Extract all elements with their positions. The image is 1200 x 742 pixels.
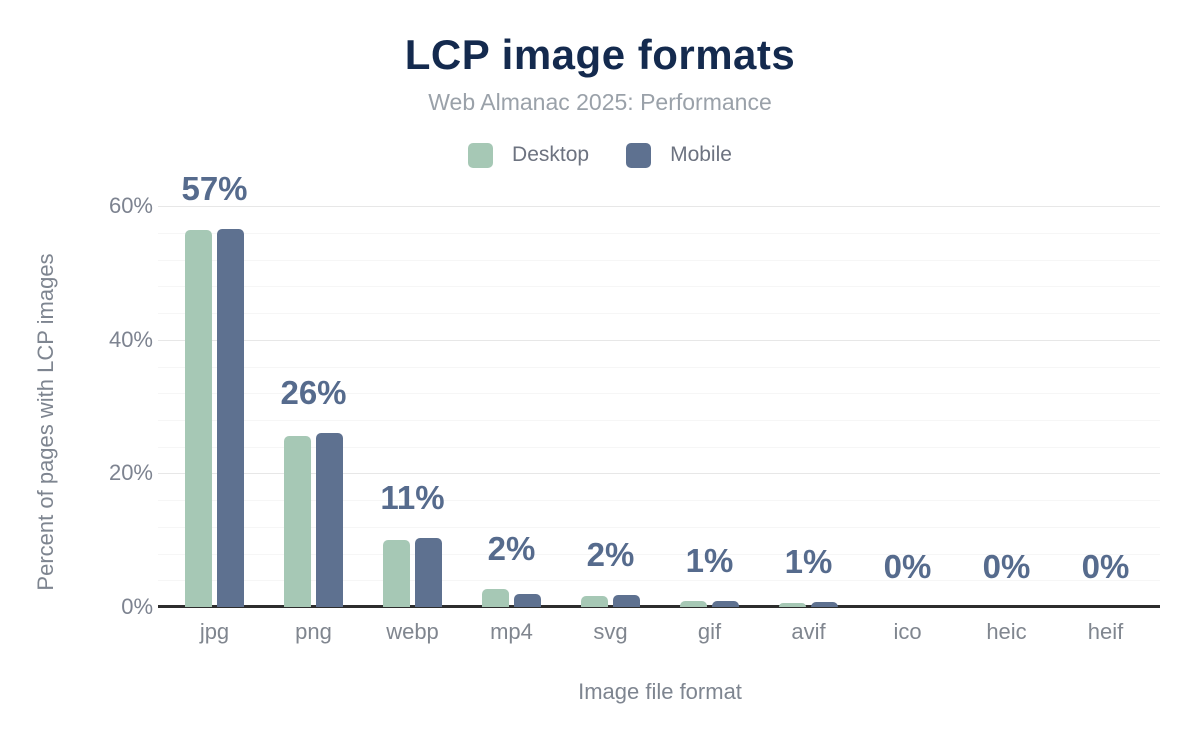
gridline-minor xyxy=(158,419,1160,421)
legend-swatch-desktop xyxy=(468,142,494,168)
gridline-minor xyxy=(158,232,1160,234)
data-label-avif: 1% xyxy=(784,543,833,581)
gridline-minor xyxy=(158,366,1160,368)
bar-mobile-svg[interactable] xyxy=(613,594,640,607)
gridline-minor xyxy=(158,526,1160,528)
chart-title: LCP image formats xyxy=(404,31,796,78)
bar-desktop-jpg[interactable] xyxy=(185,229,212,607)
data-label-gif: 1% xyxy=(685,542,734,579)
bar-desktop-gif[interactable] xyxy=(680,600,707,607)
gridline-minor xyxy=(158,259,1160,261)
legend-label-mobile: Mobile xyxy=(670,143,732,166)
bar-desktop-svg[interactable] xyxy=(581,595,608,607)
gridline-minor xyxy=(158,446,1160,448)
gridline-minor xyxy=(158,580,1160,582)
data-label-ico: 0% xyxy=(883,548,932,585)
x-axis-line xyxy=(158,605,1160,608)
gridline-minor xyxy=(158,500,1160,502)
x-category-label-png: png xyxy=(295,619,332,644)
bar-mobile-gif[interactable] xyxy=(712,600,739,607)
data-label-png: 26% xyxy=(280,374,347,412)
y-tick-label: 40% xyxy=(108,326,153,352)
data-label-heif: 0% xyxy=(1081,548,1130,585)
x-category-label-mp4: mp4 xyxy=(490,619,533,644)
gridline-minor xyxy=(158,393,1160,395)
gridline-minor xyxy=(158,553,1160,555)
x-category-label-gif: gif xyxy=(697,619,722,644)
x-category-label-heic: heic xyxy=(986,619,1027,644)
gridline-minor xyxy=(158,313,1160,315)
x-category-label-avif: avif xyxy=(791,619,826,644)
y-tick-label: 0% xyxy=(121,594,153,619)
chart-subtitle: Web Almanac 2025: Performance xyxy=(428,89,772,115)
y-axis-title: Percent of pages with LCP images xyxy=(33,253,58,591)
legend-item-mobile[interactable]: Mobile xyxy=(626,142,732,168)
bar-desktop-mp4[interactable] xyxy=(482,588,509,607)
x-category-label-webp: webp xyxy=(386,619,439,644)
x-category-label-heif: heif xyxy=(1087,619,1124,644)
x-axis-title: Image file format xyxy=(578,679,742,704)
legend: Desktop Mobile xyxy=(0,140,1200,170)
bar-desktop-webp[interactable] xyxy=(383,539,410,607)
data-label-mp4: 2% xyxy=(487,529,536,567)
bar-mobile-png[interactable] xyxy=(316,433,343,607)
x-category-label-ico: ico xyxy=(893,619,922,644)
gridline-major xyxy=(158,473,1160,475)
x-category-label-jpg: jpg xyxy=(199,619,230,644)
y-tick-label: 60% xyxy=(108,193,153,219)
x-category-label-svg: svg xyxy=(593,619,628,644)
data-label-heic: 0% xyxy=(982,548,1031,585)
bar-mobile-avif[interactable] xyxy=(811,602,838,607)
bar-desktop-avif[interactable] xyxy=(779,602,806,607)
bar-mobile-jpg[interactable] xyxy=(217,228,244,607)
gridline-major xyxy=(158,206,1160,208)
data-label-svg: 2% xyxy=(586,535,635,573)
legend-item-desktop[interactable]: Desktop xyxy=(468,142,590,168)
bar-mobile-webp[interactable] xyxy=(415,537,442,607)
legend-swatch-mobile xyxy=(626,142,652,168)
gridline-minor xyxy=(158,286,1160,288)
data-label-jpg: 57% xyxy=(181,169,248,207)
bar-mobile-mp4[interactable] xyxy=(514,593,541,607)
data-label-webp: 11% xyxy=(380,478,445,516)
bar-desktop-png[interactable] xyxy=(284,435,311,607)
gridline-major xyxy=(158,339,1160,341)
y-tick-label: 20% xyxy=(108,460,153,486)
legend-label-desktop: Desktop xyxy=(512,143,590,166)
